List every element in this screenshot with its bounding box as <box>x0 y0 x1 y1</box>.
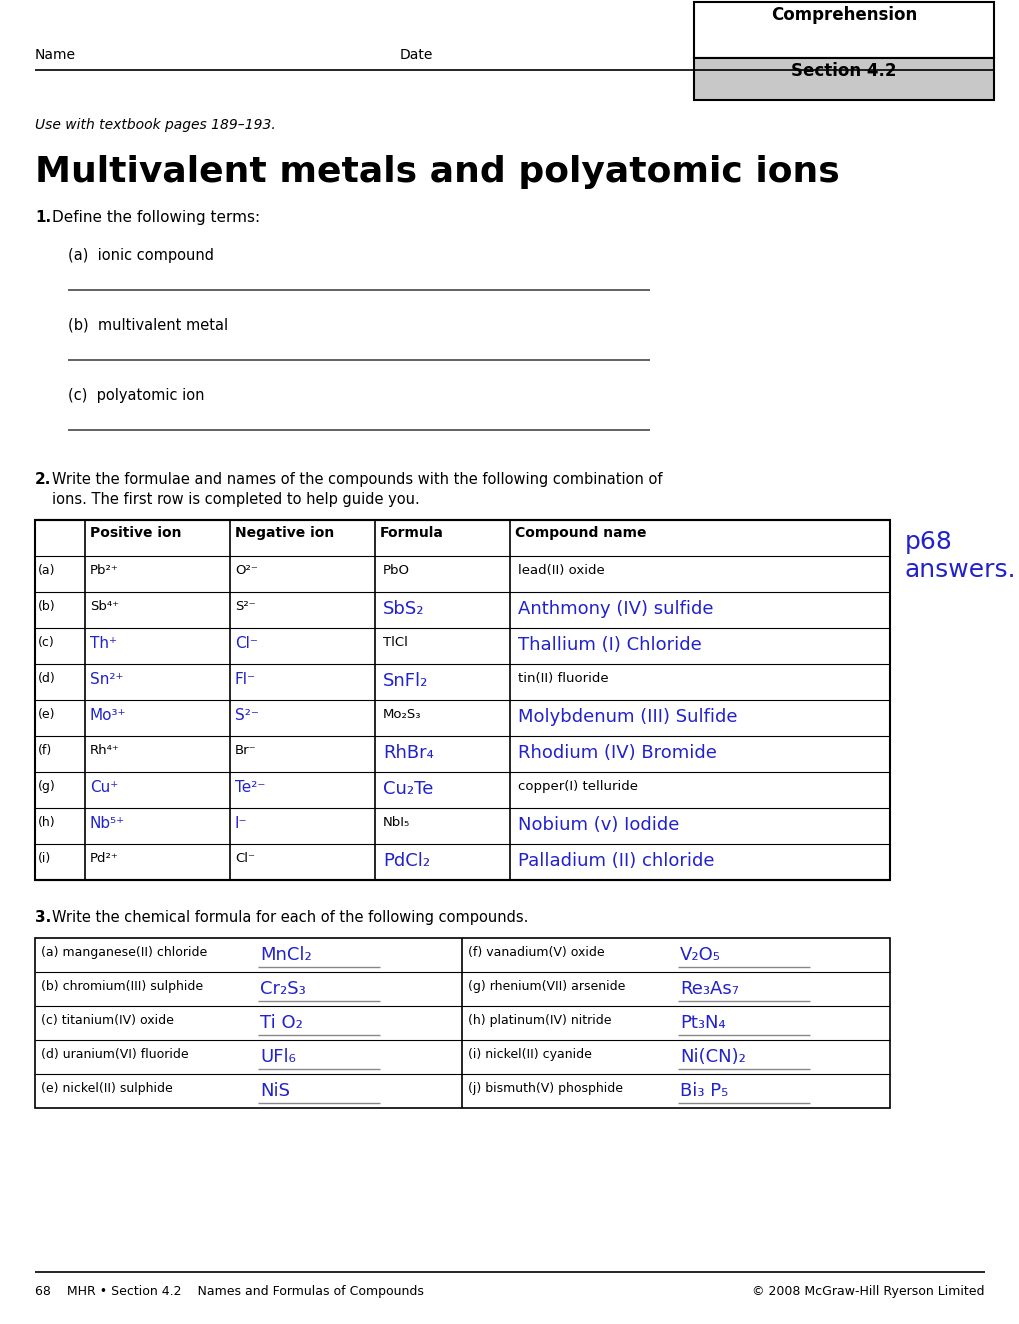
Text: Cr₂S₃: Cr₂S₃ <box>260 980 306 998</box>
Bar <box>693 58 994 101</box>
Text: (a): (a) <box>38 564 55 577</box>
Text: (c): (c) <box>38 636 55 649</box>
Text: tin(II) fluoride: tin(II) fluoride <box>518 673 608 685</box>
Text: Pd²⁺: Pd²⁺ <box>90 853 118 865</box>
Text: 68    MHR • Section 4.2    Names and Formulas of Compounds: 68 MHR • Section 4.2 Names and Formulas … <box>35 1286 424 1298</box>
Text: Rh⁴⁺: Rh⁴⁺ <box>90 744 119 757</box>
Text: Ni(CN)₂: Ni(CN)₂ <box>680 1049 745 1066</box>
Text: Cu⁺: Cu⁺ <box>90 780 118 794</box>
Text: lead(II) oxide: lead(II) oxide <box>518 564 604 577</box>
Bar <box>693 3 994 58</box>
Text: O²⁻: O²⁻ <box>234 564 258 577</box>
Text: Formula: Formula <box>380 526 443 540</box>
Text: Section 4.2: Section 4.2 <box>791 62 896 79</box>
Bar <box>35 520 890 880</box>
Text: (e): (e) <box>38 708 55 722</box>
Text: Te²⁻: Te²⁻ <box>234 780 265 794</box>
Text: Cl⁻: Cl⁻ <box>234 853 255 865</box>
Text: Use with textbook pages 189–193.: Use with textbook pages 189–193. <box>35 118 275 132</box>
Text: Palladium (II) chloride: Palladium (II) chloride <box>518 853 713 870</box>
Text: V₂O₅: V₂O₅ <box>680 947 720 964</box>
Text: PbO: PbO <box>382 564 410 577</box>
Text: Comprehension: Comprehension <box>770 7 916 24</box>
Text: (f) vanadium(V) oxide: (f) vanadium(V) oxide <box>468 947 604 959</box>
Text: UFl₆: UFl₆ <box>260 1049 296 1066</box>
Text: (g): (g) <box>38 780 56 793</box>
Text: 3.: 3. <box>35 910 51 925</box>
Text: answers.: answers. <box>904 557 1016 583</box>
Text: Positive ion: Positive ion <box>90 526 181 540</box>
Text: SnFl₂: SnFl₂ <box>382 673 428 690</box>
Text: (h): (h) <box>38 816 56 829</box>
Text: Name: Name <box>35 48 76 62</box>
Text: (a)  ionic compound: (a) ionic compound <box>68 248 214 263</box>
Text: (b) chromium(III) sulphide: (b) chromium(III) sulphide <box>41 980 203 993</box>
Text: Anthmony (IV) sulfide: Anthmony (IV) sulfide <box>518 600 713 618</box>
Text: MnCl₂: MnCl₂ <box>260 947 312 964</box>
Text: Sn²⁺: Sn²⁺ <box>90 673 123 687</box>
Text: (d) uranium(VI) fluoride: (d) uranium(VI) fluoride <box>41 1049 189 1061</box>
Text: (i): (i) <box>38 853 51 865</box>
Text: Molybdenum (III) Sulfide: Molybdenum (III) Sulfide <box>518 708 737 726</box>
Text: (c)  polyatomic ion: (c) polyatomic ion <box>68 388 204 402</box>
Text: PdCl₂: PdCl₂ <box>382 853 430 870</box>
Text: (j) bismuth(V) phosphide: (j) bismuth(V) phosphide <box>468 1082 623 1095</box>
Text: Cl⁻: Cl⁻ <box>234 636 258 651</box>
Text: Nobium (v) Iodide: Nobium (v) Iodide <box>518 816 679 834</box>
Text: Re₃As₇: Re₃As₇ <box>680 980 739 998</box>
Text: Write the formulae and names of the compounds with the following combination of: Write the formulae and names of the comp… <box>52 471 662 487</box>
Text: Nb⁵⁺: Nb⁵⁺ <box>90 816 125 831</box>
Bar <box>35 937 890 1108</box>
Text: RhBr₄: RhBr₄ <box>382 744 433 763</box>
Text: Write the chemical formula for each of the following compounds.: Write the chemical formula for each of t… <box>52 910 528 925</box>
Text: I⁻: I⁻ <box>234 816 248 831</box>
Text: Sb⁴⁺: Sb⁴⁺ <box>90 600 119 613</box>
Text: Pb²⁺: Pb²⁺ <box>90 564 118 577</box>
Text: S²⁻: S²⁻ <box>234 600 256 613</box>
Text: p68: p68 <box>904 530 952 553</box>
Text: Cu₂Te: Cu₂Te <box>382 780 433 798</box>
Text: © 2008 McGraw-Hill Ryerson Limited: © 2008 McGraw-Hill Ryerson Limited <box>752 1286 984 1298</box>
Text: Th⁺: Th⁺ <box>90 636 117 651</box>
Text: Date: Date <box>399 48 433 62</box>
Text: Define the following terms:: Define the following terms: <box>52 211 260 225</box>
Text: (c) titanium(IV) oxide: (c) titanium(IV) oxide <box>41 1014 173 1027</box>
Text: (i) nickel(II) cyanide: (i) nickel(II) cyanide <box>468 1049 591 1061</box>
Text: copper(I) telluride: copper(I) telluride <box>518 780 637 793</box>
Text: S²⁻: S²⁻ <box>234 708 259 723</box>
Text: (f): (f) <box>38 744 52 757</box>
Text: Ti O₂: Ti O₂ <box>260 1014 303 1031</box>
Text: NbI₅: NbI₅ <box>382 816 410 829</box>
Text: Rhodium (IV) Bromide: Rhodium (IV) Bromide <box>518 744 716 763</box>
Text: (d): (d) <box>38 673 56 685</box>
Text: Mo³⁺: Mo³⁺ <box>90 708 126 723</box>
Text: SbS₂: SbS₂ <box>382 600 424 618</box>
Text: Multivalent metals and polyatomic ions: Multivalent metals and polyatomic ions <box>35 155 839 189</box>
Text: TlCl: TlCl <box>382 636 408 649</box>
Text: ions. The first row is completed to help guide you.: ions. The first row is completed to help… <box>52 493 420 507</box>
Text: Mo₂S₃: Mo₂S₃ <box>382 708 421 722</box>
Text: (b): (b) <box>38 600 56 613</box>
Text: (b)  multivalent metal: (b) multivalent metal <box>68 318 228 334</box>
Text: Fl⁻: Fl⁻ <box>234 673 256 687</box>
Text: (h) platinum(IV) nitride: (h) platinum(IV) nitride <box>468 1014 611 1027</box>
Text: Pt₃N₄: Pt₃N₄ <box>680 1014 725 1031</box>
Text: Br⁻: Br⁻ <box>234 744 257 757</box>
Text: Thallium (I) Chloride: Thallium (I) Chloride <box>518 636 701 654</box>
Text: (a) manganese(II) chloride: (a) manganese(II) chloride <box>41 947 207 959</box>
Text: Negative ion: Negative ion <box>234 526 334 540</box>
Text: 2.: 2. <box>35 471 51 487</box>
Text: 1.: 1. <box>35 211 51 225</box>
Text: Compound name: Compound name <box>515 526 646 540</box>
Text: (e) nickel(II) sulphide: (e) nickel(II) sulphide <box>41 1082 172 1095</box>
Text: (g) rhenium(VII) arsenide: (g) rhenium(VII) arsenide <box>468 980 625 993</box>
Text: Bi₃ P₅: Bi₃ P₅ <box>680 1082 728 1100</box>
Text: NiS: NiS <box>260 1082 289 1100</box>
